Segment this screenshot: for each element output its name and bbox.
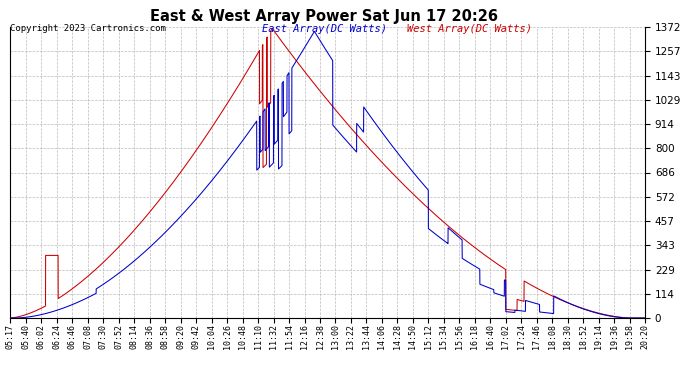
Text: Copyright 2023 Cartronics.com: Copyright 2023 Cartronics.com — [10, 24, 166, 33]
Text: East & West Array Power Sat Jun 17 20:26: East & West Array Power Sat Jun 17 20:26 — [150, 9, 498, 24]
Text: West Array(DC Watts): West Array(DC Watts) — [407, 24, 532, 34]
Text: East Array(DC Watts): East Array(DC Watts) — [262, 24, 387, 34]
